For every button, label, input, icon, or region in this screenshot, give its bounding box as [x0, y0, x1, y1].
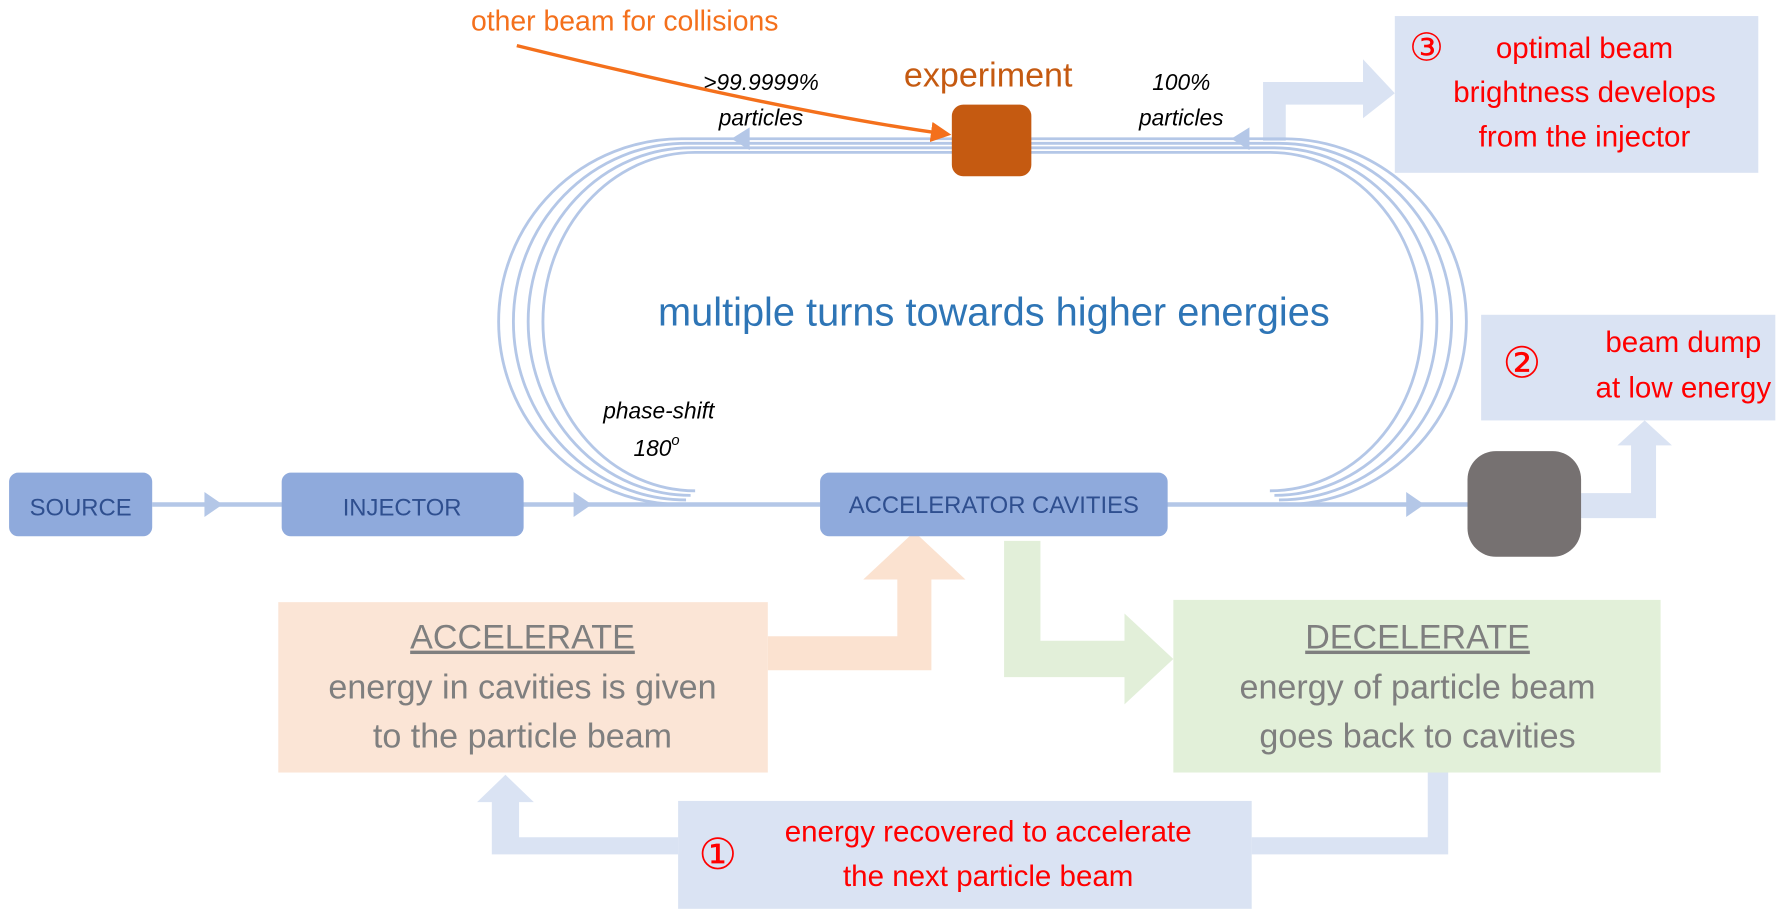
brightness-arrow [1263, 59, 1395, 142]
decelerate-title: DECELERATE [1305, 619, 1530, 657]
accelerate-box [278, 602, 768, 773]
phase-value: 180o [633, 433, 679, 461]
note-line: the next particle beam [843, 860, 1133, 893]
phase-sup: o [671, 433, 679, 449]
cavities-box [820, 472, 1168, 537]
accelerate-line: to the particle beam [373, 717, 672, 755]
phase-label: phase-shift [602, 397, 716, 423]
decelerate-box [1173, 599, 1661, 773]
dump-arrow [1581, 420, 1672, 519]
note-line: energy recovered to accelerate [785, 816, 1192, 849]
decelerate-arrow [1004, 540, 1174, 705]
source-box [9, 472, 153, 537]
beam-dump [1467, 451, 1582, 557]
note-marker: ② [1503, 339, 1542, 387]
note-marker: ① [699, 831, 738, 879]
node-label: ACCELERATOR CAVITIES [849, 492, 1139, 519]
accelerate-arrow [767, 531, 966, 671]
note-line: brightness develops [1453, 76, 1716, 109]
note-line: beam dump [1605, 326, 1761, 359]
node-label: SOURCE [30, 494, 132, 521]
collision-arrow [516, 43, 952, 143]
note-line: from the injector [1479, 121, 1691, 154]
collision-label: other beam for collisions [471, 5, 779, 37]
particles-label: >99.9999% [703, 69, 819, 95]
note-marker: ③ [1409, 26, 1444, 69]
note-box [678, 800, 1252, 909]
particles-label: particles [1138, 104, 1224, 130]
beam-arrows [204, 127, 1425, 517]
recover-arrow-left [477, 774, 679, 855]
center-label: multiple turns towards higher energies [658, 290, 1330, 334]
decelerate-line: energy of particle beam [1240, 669, 1596, 707]
note-line: optimal beam [1496, 32, 1673, 65]
particles-label: 100% [1152, 69, 1210, 95]
note-box [1481, 314, 1776, 421]
note-box [1394, 16, 1759, 173]
note-line: at low energy [1596, 372, 1772, 405]
phase-number: 180 [633, 435, 671, 461]
node-label: INJECTOR [343, 494, 462, 521]
accelerate-line: energy in cavities is given [328, 669, 716, 707]
injector-box [281, 472, 524, 537]
recover-arrow-right [1251, 772, 1449, 855]
accelerate-title: ACCELERATE [410, 619, 635, 657]
particles-label: particles [718, 104, 804, 130]
decelerate-line: goes back to cavities [1259, 717, 1575, 755]
experiment-label: experiment [904, 56, 1073, 94]
experiment-box [951, 104, 1032, 177]
